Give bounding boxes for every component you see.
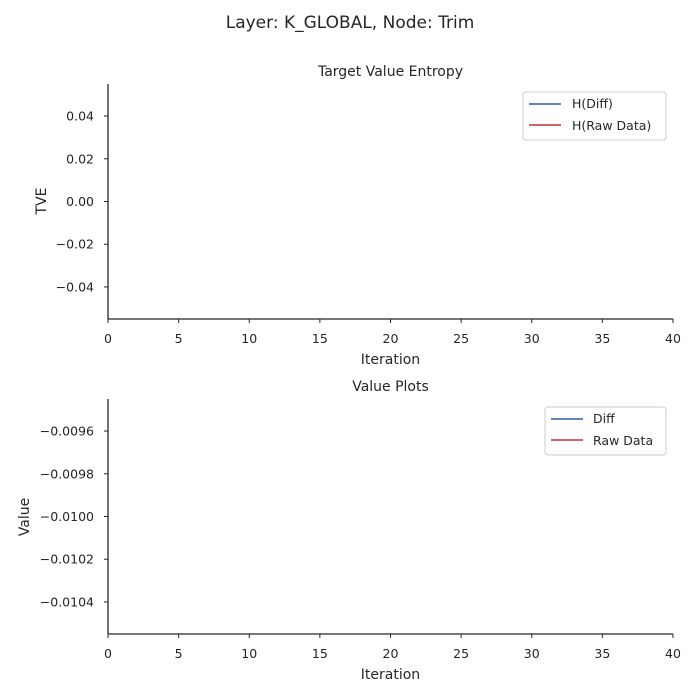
value-y-tick-label: −0.0104 <box>40 594 94 609</box>
tve-y-tick-label: 0.04 <box>66 109 94 124</box>
tve-x-tick-label: 30 <box>524 331 540 346</box>
tve-x-tick-label: 10 <box>241 331 257 346</box>
value-x-tick-label: 35 <box>594 646 610 661</box>
value-y-tick-label: −0.0102 <box>40 552 94 567</box>
tve-legend-label-h-diff: H(Diff) <box>572 96 613 111</box>
tve-y-tick-label: 0.02 <box>66 151 94 166</box>
tve-y-tick-label: −0.04 <box>56 279 94 294</box>
tve-axis-ticks: 0 5 10 15 20 25 30 35 40 0.04 0.02 0.00 −0.02 −0.04 <box>56 109 681 346</box>
value-y-tick-label: −0.0098 <box>40 466 94 481</box>
tve-x-tick-label: 20 <box>383 331 399 346</box>
figure-suptitle: Layer: K_GLOBAL, Node: Trim <box>226 13 475 33</box>
value-x-tick-label: 0 <box>104 646 112 661</box>
value-x-tick-label: 5 <box>175 646 183 661</box>
tve-y-tick-label: −0.02 <box>56 237 94 252</box>
value-subplot: Value Plots Value Iteration 0 5 10 15 20 25 30… <box>17 379 681 683</box>
value-x-tick-label: 10 <box>241 646 257 661</box>
tve-x-axis-label: Iteration <box>361 352 420 368</box>
value-x-tick-label: 40 <box>665 646 681 661</box>
tve-x-tick-label: 15 <box>312 331 328 346</box>
tve-x-tick-label: 0 <box>104 331 112 346</box>
tve-plot-title: Target Value Entropy <box>317 64 463 80</box>
tve-x-tick-label: 25 <box>453 331 469 346</box>
value-plot-title: Value Plots <box>352 379 429 395</box>
tve-subplot: Target Value Entropy TVE Iteration 0 5 10 1… <box>34 64 681 368</box>
tve-legend-label-h-raw-data: H(Raw Data) <box>572 118 651 133</box>
value-x-tick-label: 15 <box>312 646 328 661</box>
tve-y-tick-label: 0.00 <box>66 194 94 209</box>
tve-x-tick-label: 5 <box>175 331 183 346</box>
value-x-tick-label: 30 <box>524 646 540 661</box>
tve-legend: H(Diff) H(Raw Data) <box>522 91 667 141</box>
tve-x-tick-label: 40 <box>665 331 681 346</box>
value-x-axis-label: Iteration <box>361 667 420 683</box>
tve-x-tick-label: 35 <box>594 331 610 346</box>
value-legend-label-raw-data: Raw Data <box>593 433 653 448</box>
value-legend: Diff Raw Data <box>544 406 667 456</box>
value-y-tick-label: −0.0096 <box>40 424 94 439</box>
tve-y-axis-label: TVE <box>34 188 50 216</box>
value-legend-label-diff: Diff <box>593 411 615 426</box>
value-x-tick-label: 20 <box>383 646 399 661</box>
value-y-tick-label: −0.0100 <box>40 509 94 524</box>
value-x-tick-label: 25 <box>453 646 469 661</box>
value-y-axis-label: Value <box>17 498 33 536</box>
value-axis-ticks: 0 5 10 15 20 25 30 35 40 −0.0096 −0.0098 −0.0100 −0.… <box>40 424 681 661</box>
